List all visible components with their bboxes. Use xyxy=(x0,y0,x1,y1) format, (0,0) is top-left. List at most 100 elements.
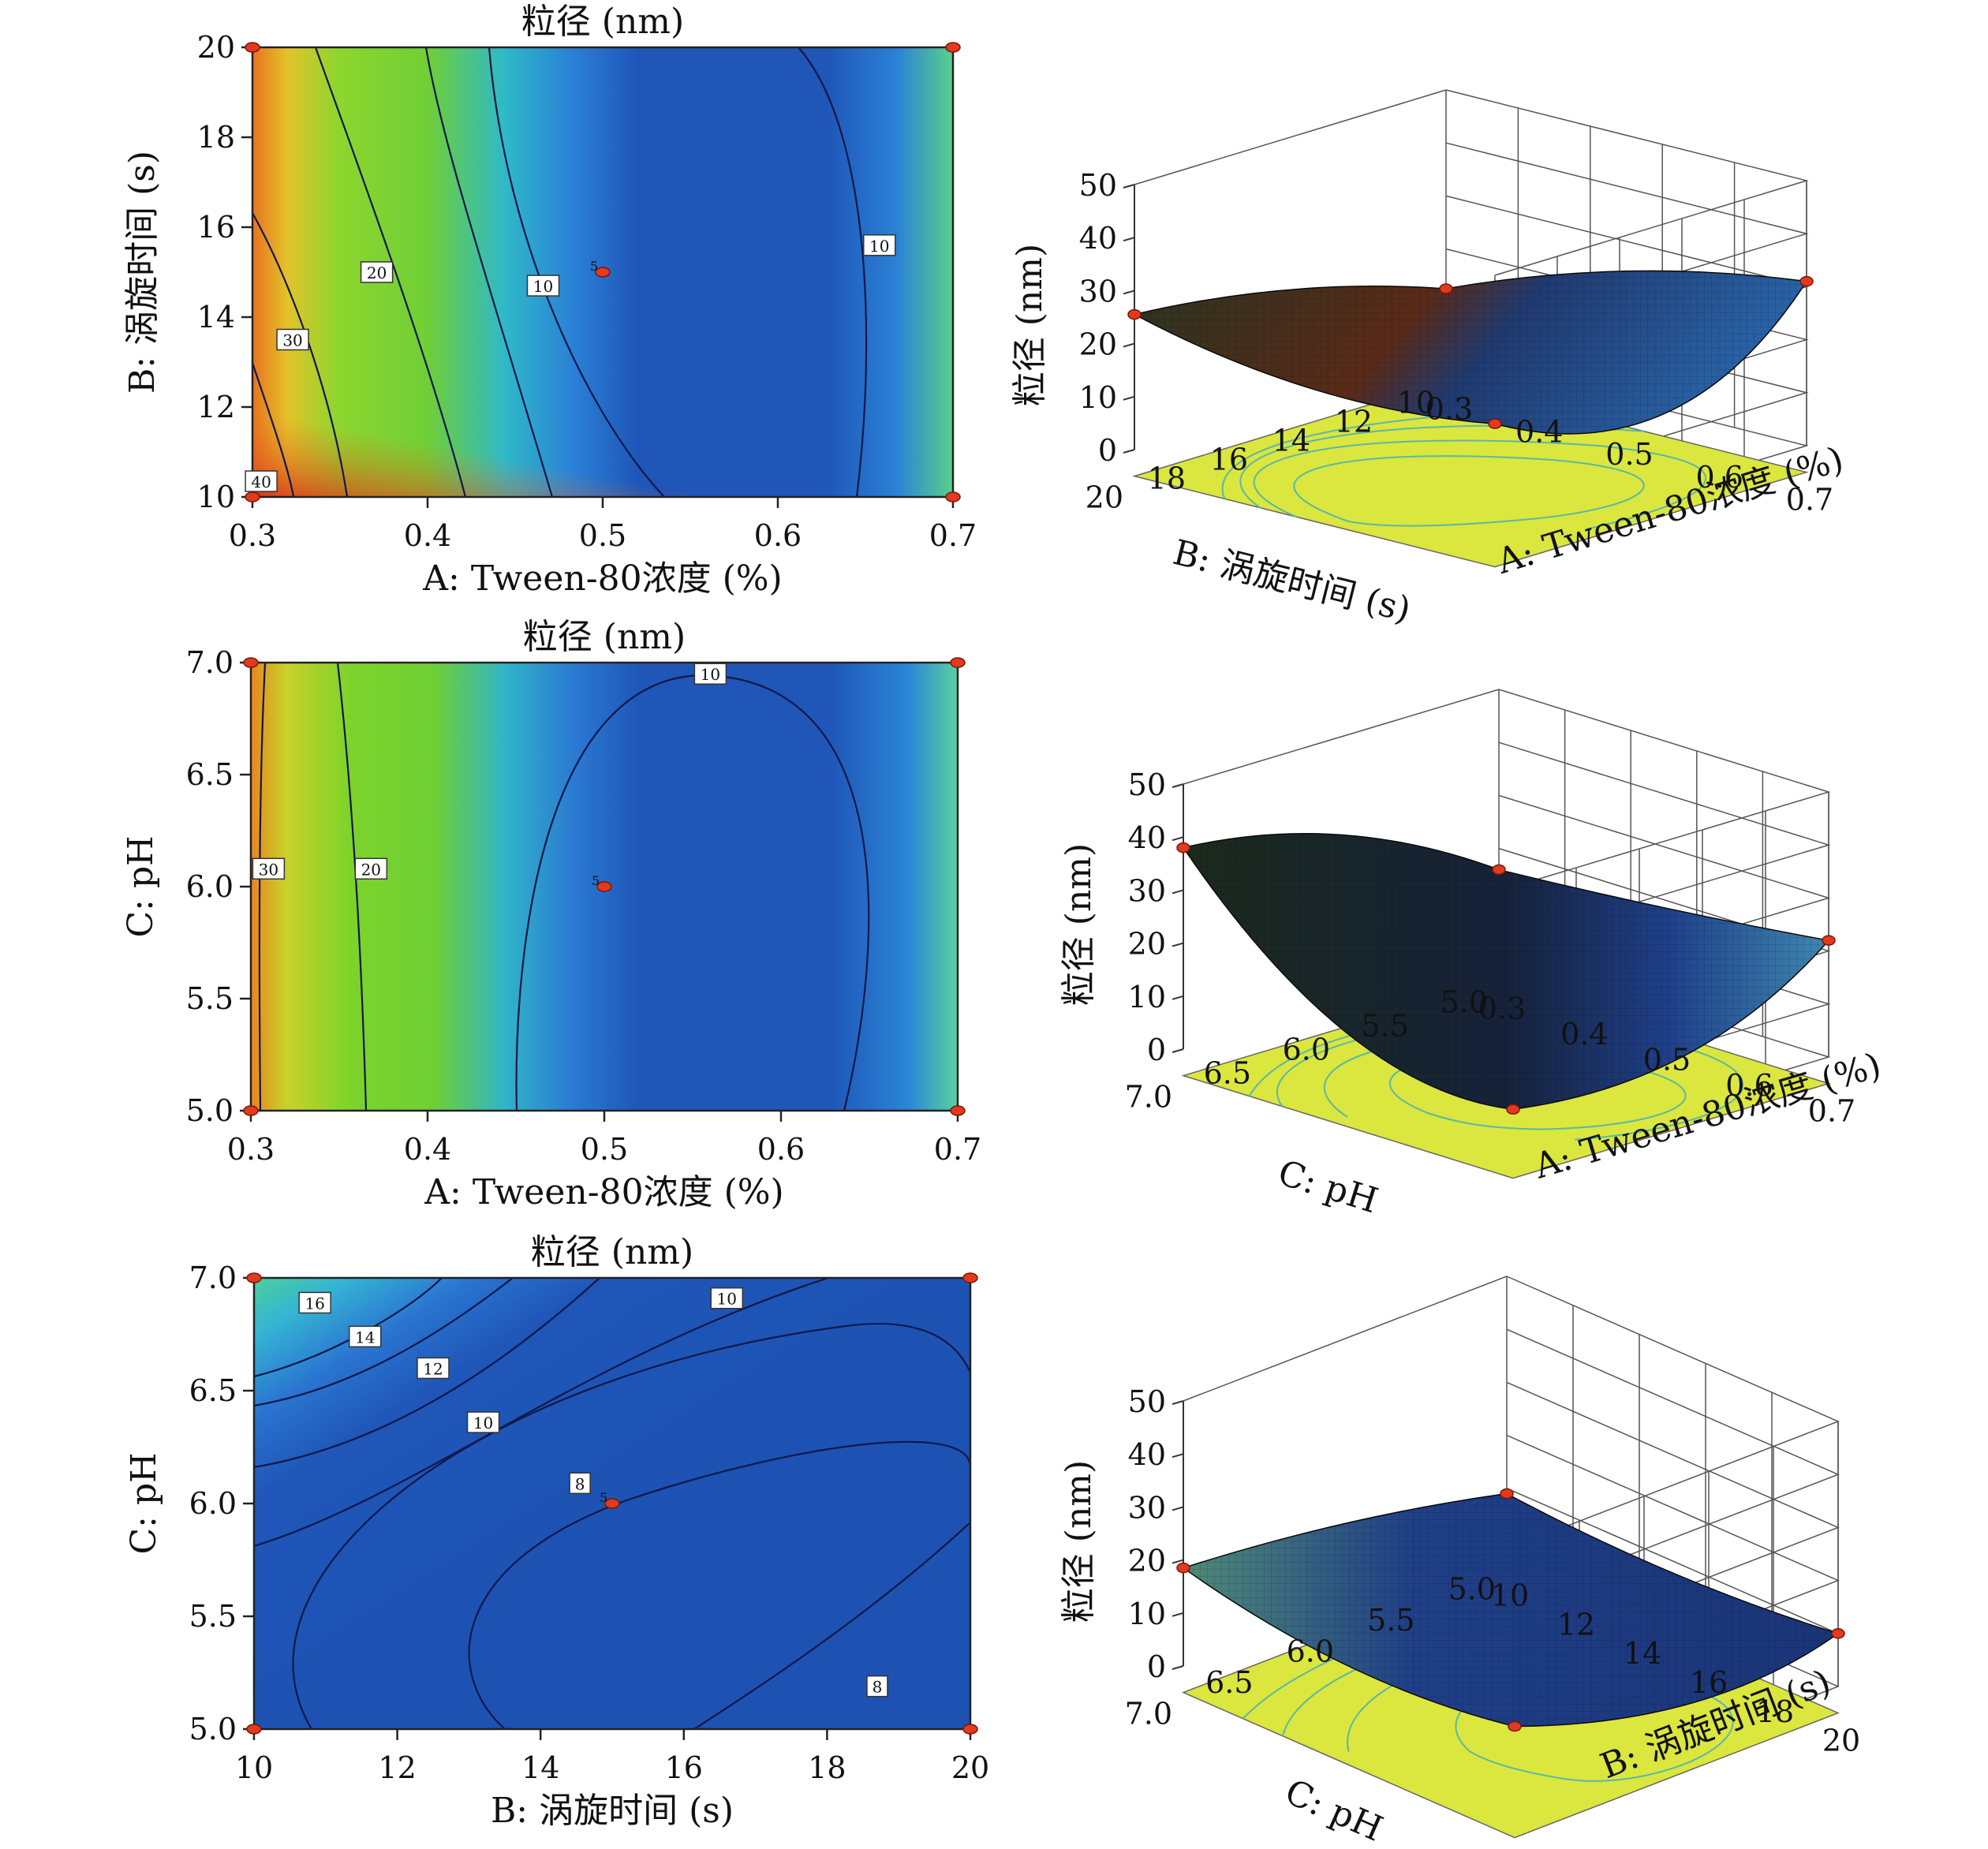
wall-grid-line xyxy=(1134,89,1447,185)
z-tick-mark xyxy=(1172,836,1184,842)
contour-label: 8 xyxy=(575,1474,585,1493)
contour-label: 30 xyxy=(282,331,302,350)
z-tick-label: 10 xyxy=(1128,1597,1166,1631)
z-tick-mark xyxy=(1123,395,1135,401)
y-tick-label: 5.5 xyxy=(189,1599,237,1634)
x-tick-label: 0.5 xyxy=(1605,437,1653,472)
contour-label: 10 xyxy=(717,1290,737,1309)
z-tick-mark xyxy=(1123,289,1135,295)
surface-z-axis-label: 粒径 (nm) xyxy=(1059,1460,1099,1623)
surface-y-axis-label: C: pH xyxy=(1280,1772,1389,1849)
contour-line xyxy=(292,1323,970,1729)
x-tick-label: 0.3 xyxy=(227,1132,275,1167)
contour-label-box xyxy=(866,1675,888,1698)
surface-y-axis-label: B: 涡旋时间 (s) xyxy=(1169,532,1414,631)
surface-design-point xyxy=(1176,1562,1190,1574)
surface-design-point xyxy=(1506,1104,1520,1115)
x-tick-label: 0.4 xyxy=(404,518,451,553)
z-tick-label: 0 xyxy=(1147,1033,1166,1067)
contour-label-box xyxy=(466,1411,500,1433)
z-tick-label: 0 xyxy=(1098,433,1117,468)
contour-label-box xyxy=(348,1325,382,1348)
contour-label: 10 xyxy=(869,237,889,256)
surface-design-point xyxy=(1822,935,1836,946)
z-tick-mark xyxy=(1172,942,1184,947)
design-point xyxy=(950,657,966,668)
x-tick-label: 0.5 xyxy=(579,518,626,553)
z-tick-label: 20 xyxy=(1128,927,1166,962)
surface-y-axis-label: C: pH xyxy=(1273,1152,1382,1221)
z-tick-mark xyxy=(1172,1506,1184,1511)
x-tick-label: 12 xyxy=(378,1750,416,1785)
contour-label: 12 xyxy=(423,1359,443,1378)
design-point xyxy=(595,267,611,278)
contour-label: 14 xyxy=(355,1328,375,1347)
contour-line xyxy=(468,1440,970,1729)
x-tick-label: 14 xyxy=(521,1750,559,1785)
design-point xyxy=(604,1498,620,1509)
z-tick-label: 50 xyxy=(1128,1384,1166,1419)
contour-line xyxy=(254,1278,514,1407)
z-tick-label: 40 xyxy=(1128,1437,1166,1472)
wall-grid-line xyxy=(1498,689,1831,887)
wall-grid-line xyxy=(1183,1276,1508,1402)
x-tick-label: 0.6 xyxy=(1725,1068,1773,1103)
x-tick-label: 14 xyxy=(1624,1636,1661,1671)
surface-design-point xyxy=(1439,283,1453,294)
x-tick-label: 18 xyxy=(1756,1694,1794,1729)
z-tick-mark xyxy=(1123,184,1135,189)
z-tick-mark xyxy=(1172,1559,1184,1564)
z-tick-label: 40 xyxy=(1128,820,1166,855)
z-tick-label: 20 xyxy=(1079,327,1117,362)
x-tick-label: 0.7 xyxy=(1786,483,1833,517)
z-tick-label: 20 xyxy=(1128,1544,1166,1578)
center-point-label: 5 xyxy=(590,259,598,274)
surface-design-point xyxy=(1508,1720,1522,1732)
contour-label: 40 xyxy=(251,473,271,491)
y-tick-label: 10 xyxy=(197,480,235,514)
wall-grid-line xyxy=(1183,689,1500,785)
y-tick-label: 5.0 xyxy=(1441,985,1488,1020)
y-tick-label: 12 xyxy=(197,390,235,424)
floor-contour-line xyxy=(1253,439,1707,530)
x-tick-label: 0.7 xyxy=(1808,1094,1855,1129)
z-tick-mark xyxy=(1172,1453,1184,1459)
y-tick-label: 20 xyxy=(197,30,235,65)
contour-label-box xyxy=(298,1291,331,1314)
z-tick-mark xyxy=(1172,783,1184,788)
contour-line xyxy=(252,362,295,497)
y-tick-label: 5.0 xyxy=(186,1093,234,1128)
surface-design-point xyxy=(1500,1488,1514,1500)
y-tick-label: 14 xyxy=(1272,424,1310,458)
contour-label-box xyxy=(693,663,727,685)
x-tick-label: 10 xyxy=(1491,1578,1529,1613)
z-tick-mark xyxy=(1123,342,1135,348)
design-point xyxy=(246,1272,262,1283)
x-tick-label: 0.4 xyxy=(1515,414,1563,449)
floor-contour-line xyxy=(1293,455,1645,527)
design-point xyxy=(962,1724,978,1735)
center-point-label: 5 xyxy=(600,1490,607,1505)
x-tick-label: 0.5 xyxy=(1643,1043,1691,1078)
contour-y-axis-label: C: pH xyxy=(124,1452,164,1554)
contour-lines xyxy=(254,1278,970,1729)
y-tick-label: 20 xyxy=(1086,480,1123,515)
z-tick-label: 40 xyxy=(1079,221,1117,256)
contour-x-axis-label: B: 涡旋时间 (s) xyxy=(491,1791,734,1831)
contour-label-box xyxy=(245,470,278,492)
contour-label-box xyxy=(360,261,394,283)
z-tick-mark xyxy=(1172,889,1184,895)
surface-z-axis-label: 粒径 (nm) xyxy=(1059,843,1099,1006)
surface-design-point xyxy=(1831,1628,1845,1639)
contour-line xyxy=(254,1278,600,1469)
surface-design-point xyxy=(1799,275,1814,287)
x-tick-label: 18 xyxy=(808,1750,846,1785)
x-tick-label: 20 xyxy=(1822,1724,1860,1758)
z-tick-label: 30 xyxy=(1128,1490,1166,1525)
x-tick-label: 0.5 xyxy=(581,1132,628,1167)
x-tick-label: 12 xyxy=(1557,1607,1595,1642)
y-tick-label: 7.0 xyxy=(189,1261,237,1295)
contour-label-box xyxy=(569,1472,591,1495)
contour-title: 粒径 (nm) xyxy=(523,617,686,657)
contour-label: 10 xyxy=(473,1414,493,1433)
